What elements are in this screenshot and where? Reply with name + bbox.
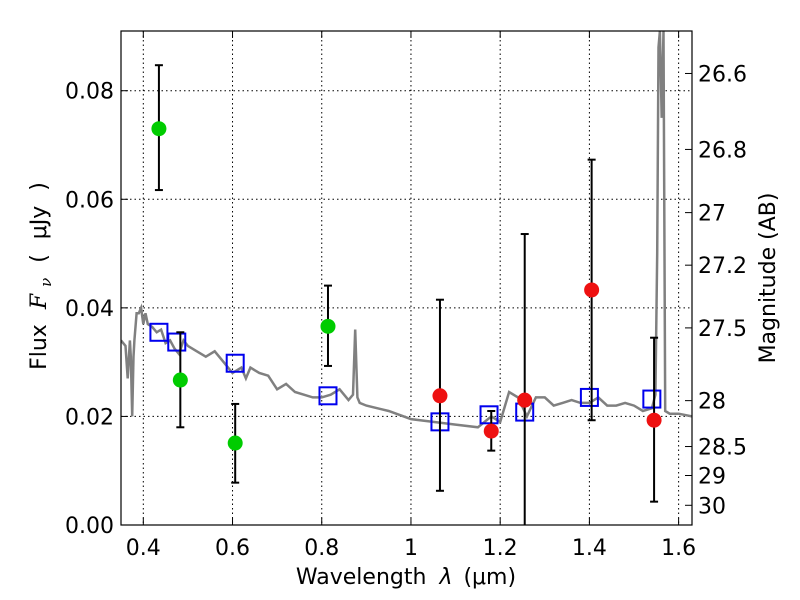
bandpass-square <box>479 405 499 425</box>
red_photometry-point <box>432 388 448 404</box>
x-tick-label: 1.6 <box>661 536 696 561</box>
y2-tick-label: 26.6 <box>698 62 747 87</box>
error-bars-layer <box>154 64 659 525</box>
y-tick-label: 0.06 <box>65 188 114 213</box>
green_photometry-point <box>320 318 336 334</box>
y2-tick-label: 28.5 <box>698 436 747 461</box>
y2-tick-label: 29 <box>698 464 726 489</box>
y-tick-label: 0.00 <box>65 514 114 539</box>
red_photometry-point <box>584 282 600 298</box>
plot-frame <box>120 30 693 526</box>
y2-tick-label: 30 <box>698 494 726 519</box>
y-tick-label: 0.04 <box>65 297 114 322</box>
photometry-points-layer <box>151 121 662 451</box>
red_photometry-point <box>646 412 662 428</box>
y2-tick-label: 27 <box>698 202 726 227</box>
bandpass-square <box>318 386 338 406</box>
x-tick-label: 0.6 <box>215 536 250 561</box>
x-axis-label: Wavelength λ (μm) <box>296 565 516 590</box>
red_photometry-point <box>517 392 533 408</box>
bandpass-square <box>642 389 662 409</box>
x-tick-label: 1.2 <box>483 536 518 561</box>
bandpass-square <box>579 387 599 407</box>
grid-lines <box>121 31 692 525</box>
y2-tick-label: 26.8 <box>698 138 747 163</box>
bandpass-square <box>149 322 169 342</box>
red_photometry-point <box>483 423 499 439</box>
y-tick-label: 0.08 <box>65 80 114 105</box>
y-axis-label: Flux F ν ( μJy ) <box>27 182 57 370</box>
y2-axis-label: Magnitude (AB) <box>756 193 781 364</box>
y2-tick-label: 27.2 <box>698 254 747 279</box>
x-tick-label: 1.4 <box>572 536 607 561</box>
bandpass-squares-layer <box>149 322 662 432</box>
green_photometry-point <box>227 435 243 451</box>
model-sed-layer <box>121 31 692 429</box>
x-tick-label: 1 <box>404 536 418 561</box>
y-tick-label: 0.02 <box>65 405 114 430</box>
x-tick-label: 0.4 <box>126 536 161 561</box>
green_photometry-point <box>151 121 167 137</box>
bandpass-square <box>167 332 187 352</box>
model-sed-line <box>121 31 692 429</box>
axis-ticks: 0.4 0.6 0.8 1 1.2 1.4 1.6 0.00 0.02 0.04 0.06 0.08 2… <box>65 31 747 561</box>
y2-tick-label: 27.5 <box>698 317 747 342</box>
green_photometry-point <box>172 372 188 388</box>
x-tick-label: 0.8 <box>304 536 339 561</box>
y2-tick-label: 28 <box>698 390 726 415</box>
bandpass-square <box>225 353 245 373</box>
